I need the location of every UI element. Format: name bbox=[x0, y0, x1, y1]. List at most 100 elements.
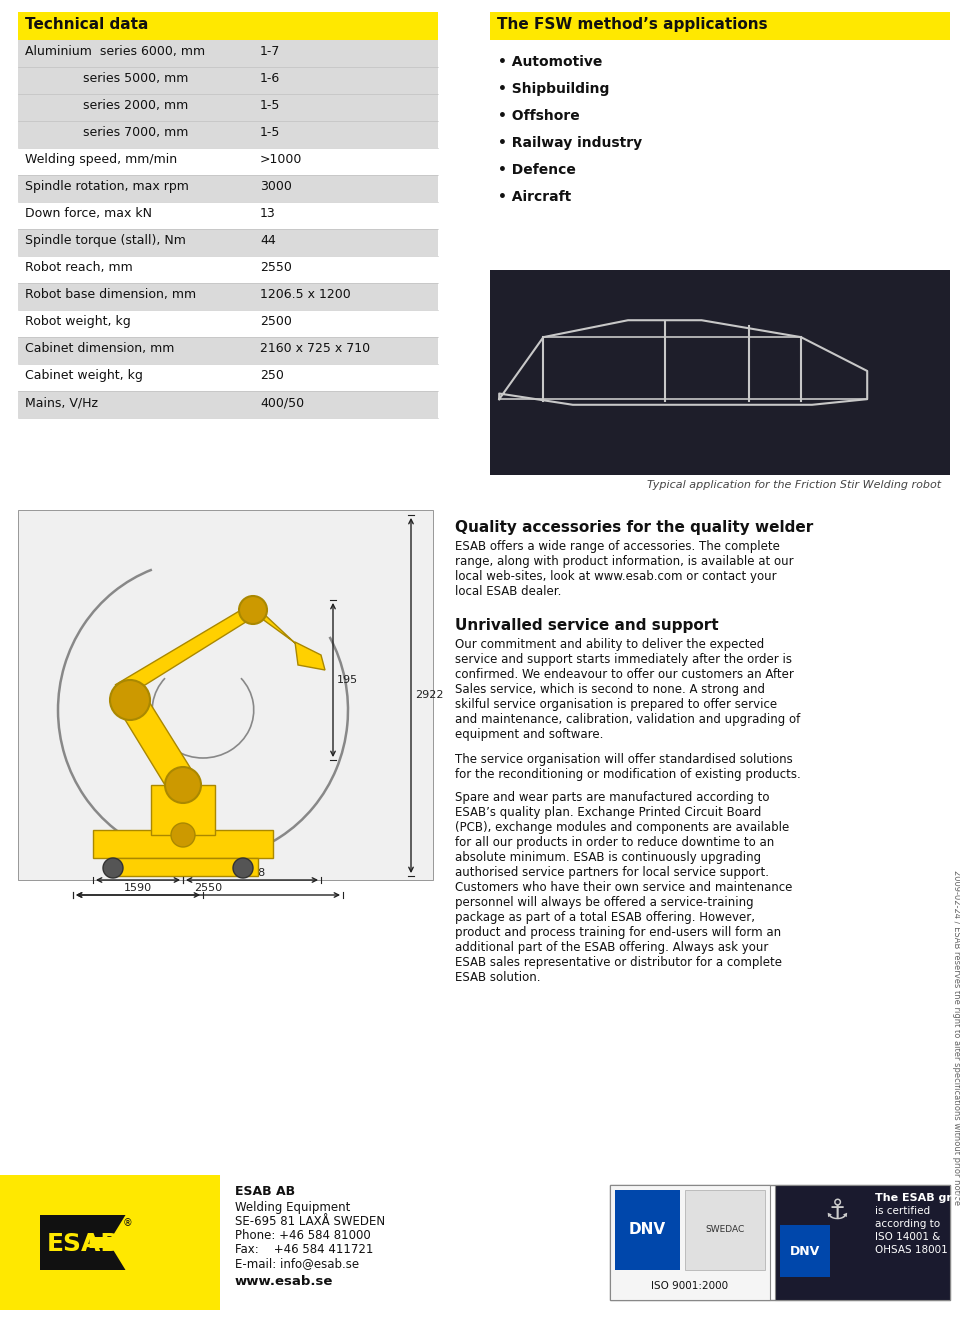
Polygon shape bbox=[113, 701, 201, 785]
Text: ®: ® bbox=[123, 1218, 132, 1227]
Polygon shape bbox=[243, 605, 313, 660]
Text: series 7000, mm: series 7000, mm bbox=[83, 126, 188, 140]
Bar bbox=[490, 12, 950, 40]
Text: 2550: 2550 bbox=[260, 261, 292, 274]
Text: Phone: +46 584 81000: Phone: +46 584 81000 bbox=[235, 1229, 371, 1242]
Text: Technical data: Technical data bbox=[25, 17, 149, 32]
Bar bbox=[18, 175, 438, 202]
Text: 1-5: 1-5 bbox=[260, 126, 280, 140]
Bar bbox=[610, 1185, 950, 1300]
Text: Fax:    +46 584 411721: Fax: +46 584 411721 bbox=[235, 1243, 373, 1256]
Polygon shape bbox=[295, 641, 325, 670]
Text: Spindle torque (stall), Nm: Spindle torque (stall), Nm bbox=[25, 234, 186, 248]
Circle shape bbox=[103, 857, 123, 878]
Text: Our commitment and ability to deliver the expected
service and support starts im: Our commitment and ability to deliver th… bbox=[455, 637, 801, 741]
Text: ESAB AB: ESAB AB bbox=[235, 1185, 295, 1198]
Circle shape bbox=[171, 823, 195, 847]
Text: >1000: >1000 bbox=[260, 153, 302, 166]
Text: ESAB offers a wide range of accessories. The complete
range, along with product : ESAB offers a wide range of accessories.… bbox=[455, 540, 794, 598]
Text: ISO 9001:2000: ISO 9001:2000 bbox=[652, 1281, 729, 1291]
Text: The FSW method’s applications: The FSW method’s applications bbox=[497, 17, 768, 32]
Text: E-mail: info@esab.se: E-mail: info@esab.se bbox=[235, 1256, 359, 1270]
Bar bbox=[780, 1225, 830, 1277]
Text: 250: 250 bbox=[260, 369, 284, 382]
Bar bbox=[685, 1191, 765, 1270]
Text: 2009-02-24 / ESAB reserves the right to alter specifications without prior notic: 2009-02-24 / ESAB reserves the right to … bbox=[951, 871, 960, 1205]
Text: • Automotive: • Automotive bbox=[498, 55, 602, 68]
Text: Down force, max kN: Down force, max kN bbox=[25, 207, 152, 220]
Text: DNV: DNV bbox=[790, 1245, 820, 1258]
Text: Aluminium  series 6000, mm: Aluminium series 6000, mm bbox=[25, 45, 205, 58]
Bar bbox=[0, 1175, 220, 1310]
Bar bbox=[18, 391, 438, 417]
Circle shape bbox=[110, 680, 150, 720]
Text: DNV: DNV bbox=[629, 1222, 665, 1238]
Text: series 5000, mm: series 5000, mm bbox=[83, 72, 188, 86]
Circle shape bbox=[165, 766, 201, 803]
Text: Spindle rotation, max rpm: Spindle rotation, max rpm bbox=[25, 180, 189, 194]
Text: SWEDAC: SWEDAC bbox=[706, 1226, 745, 1234]
Text: 1206.5 x 1200: 1206.5 x 1200 bbox=[260, 288, 350, 302]
Text: 1-6: 1-6 bbox=[260, 72, 280, 86]
Text: Quality accessories for the quality welder: Quality accessories for the quality weld… bbox=[455, 520, 813, 535]
Bar bbox=[151, 785, 215, 835]
Text: ISO 14001 &: ISO 14001 & bbox=[875, 1231, 941, 1242]
Text: The service organisation will offer standardised solutions
for the reconditionin: The service organisation will offer stan… bbox=[455, 753, 801, 781]
Polygon shape bbox=[115, 610, 265, 685]
Text: 3000: 3000 bbox=[260, 180, 292, 194]
Text: ESAB: ESAB bbox=[46, 1233, 120, 1256]
Bar bbox=[18, 40, 438, 148]
Bar bbox=[18, 337, 438, 363]
Text: www.esab.se: www.esab.se bbox=[235, 1275, 333, 1288]
Bar bbox=[108, 857, 258, 876]
Polygon shape bbox=[40, 1216, 126, 1270]
Text: Robot weight, kg: Robot weight, kg bbox=[25, 315, 131, 328]
Text: The ESAB group: The ESAB group bbox=[875, 1193, 960, 1202]
Text: • Railway industry: • Railway industry bbox=[498, 136, 642, 150]
Text: • Defence: • Defence bbox=[498, 163, 576, 176]
Text: 980: 980 bbox=[128, 868, 149, 878]
Text: ⚓: ⚓ bbox=[825, 1197, 850, 1225]
Text: 1-5: 1-5 bbox=[260, 99, 280, 112]
Text: Welding speed, mm/min: Welding speed, mm/min bbox=[25, 153, 178, 166]
Text: according to: according to bbox=[875, 1220, 940, 1229]
Text: Typical application for the Friction Stir Welding robot: Typical application for the Friction Sti… bbox=[647, 479, 941, 490]
Text: series 2000, mm: series 2000, mm bbox=[83, 99, 188, 112]
Text: 13: 13 bbox=[260, 207, 276, 220]
Text: • Offshore: • Offshore bbox=[498, 109, 580, 122]
Bar bbox=[18, 510, 433, 880]
Text: 2922: 2922 bbox=[415, 690, 444, 701]
Text: 195: 195 bbox=[337, 676, 358, 685]
Text: SE-695 81 LAXÅ SWEDEN: SE-695 81 LAXÅ SWEDEN bbox=[235, 1216, 385, 1227]
Text: Robot reach, mm: Robot reach, mm bbox=[25, 261, 132, 274]
Text: Robot base dimension, mm: Robot base dimension, mm bbox=[25, 288, 196, 302]
Bar bbox=[775, 1185, 950, 1300]
Text: 2550: 2550 bbox=[194, 882, 222, 893]
Bar bbox=[93, 830, 273, 857]
Text: 1128: 1128 bbox=[238, 868, 266, 878]
Text: • Shipbuilding: • Shipbuilding bbox=[498, 82, 610, 96]
Text: 400/50: 400/50 bbox=[260, 396, 304, 410]
Text: Unrivalled service and support: Unrivalled service and support bbox=[455, 618, 719, 633]
Text: 1-7: 1-7 bbox=[260, 45, 280, 58]
Text: Spare and wear parts are manufactured according to
ESAB’s quality plan. Exchange: Spare and wear parts are manufactured ac… bbox=[455, 792, 792, 984]
Text: Mains, V/Hz: Mains, V/Hz bbox=[25, 396, 98, 410]
Bar bbox=[615, 1191, 680, 1270]
Text: 2500: 2500 bbox=[260, 315, 292, 328]
Text: Cabinet dimension, mm: Cabinet dimension, mm bbox=[25, 342, 175, 356]
Text: 44: 44 bbox=[260, 234, 276, 248]
Text: Welding Equipment: Welding Equipment bbox=[235, 1201, 350, 1214]
Bar bbox=[490, 270, 950, 475]
Bar bbox=[18, 12, 438, 40]
Circle shape bbox=[239, 597, 267, 624]
Text: 2160 x 725 x 710: 2160 x 725 x 710 bbox=[260, 342, 371, 356]
Bar bbox=[610, 1185, 770, 1300]
Text: • Aircraft: • Aircraft bbox=[498, 190, 571, 204]
Bar bbox=[18, 283, 438, 309]
Text: is certified: is certified bbox=[875, 1206, 930, 1216]
Text: 1590: 1590 bbox=[124, 882, 152, 893]
Text: Cabinet weight, kg: Cabinet weight, kg bbox=[25, 369, 143, 382]
Circle shape bbox=[233, 857, 253, 878]
Bar bbox=[18, 229, 438, 255]
Text: OHSAS 18001: OHSAS 18001 bbox=[875, 1245, 948, 1255]
